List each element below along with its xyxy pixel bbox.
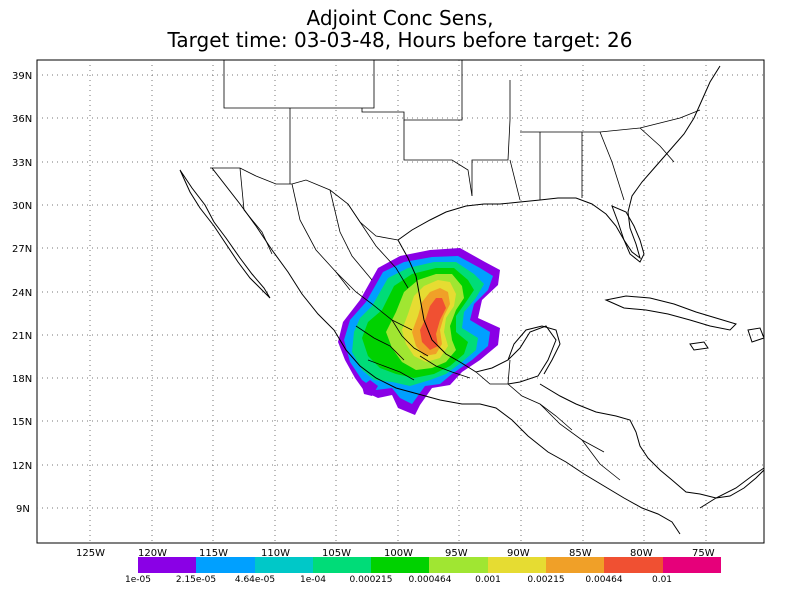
lon-label: 105W — [322, 548, 351, 559]
political-borders — [210, 60, 701, 481]
lon-axis: 125W 120W 115W 110W 105W 100W 95W 90W 85… — [76, 548, 715, 559]
lon-label: 85W — [569, 548, 592, 559]
lat-label: 33N — [12, 158, 32, 169]
colorbar-label: 1e-05 — [125, 575, 151, 585]
colorbar-label: 4.64e-05 — [234, 575, 276, 585]
lon-label: 80W — [630, 548, 653, 559]
colorbar-label: 2.15e-05 — [175, 575, 217, 585]
colorbar-swatch — [196, 557, 255, 573]
lon-label: 125W — [76, 548, 105, 559]
lon-label: 120W — [138, 548, 167, 559]
lon-label: 115W — [199, 548, 228, 559]
colorbar-swatch — [138, 557, 197, 573]
colorbar-label: 0.01 — [651, 575, 673, 585]
colorbar-label: 0.001 — [475, 575, 501, 585]
colorbar-swatch — [604, 557, 663, 573]
lon-label: 110W — [261, 548, 290, 559]
lon-label: 90W — [507, 548, 530, 559]
colorbar-swatch — [312, 557, 372, 573]
lat-label: 30N — [12, 201, 32, 212]
map-title-line2: Target time: 03-03-48, Hours before targ… — [167, 28, 633, 52]
lat-label: 12N — [12, 461, 32, 472]
colorbar-label: 0.00464 — [585, 575, 623, 585]
lon-label: 95W — [445, 548, 468, 559]
lat-label: 24N — [12, 288, 32, 299]
lat-label: 36N — [12, 114, 32, 125]
colorbar-label: 0.00215 — [527, 575, 565, 585]
colorbar-label: 1e-04 — [300, 575, 326, 585]
colorbar — [138, 557, 721, 573]
lat-label: 27N — [12, 244, 32, 255]
sensitivity-plume — [338, 248, 500, 415]
colorbar-label: 0.000464 — [408, 575, 452, 585]
colorbar-swatch — [371, 557, 430, 573]
lon-label: 100W — [384, 548, 413, 559]
map-coastlines — [179, 65, 764, 535]
gridlines — [37, 60, 764, 543]
colorbar-swatch — [429, 557, 488, 573]
colorbar-swatch — [662, 557, 721, 573]
colorbar-label: 0.000215 — [349, 575, 393, 585]
lon-label: 75W — [692, 548, 715, 559]
lat-axis: 39N 36N 33N 30N 27N 24N 21N 18N 15N 12N … — [12, 71, 32, 515]
map-title-line1: Adjoint Conc Sens, — [306, 6, 494, 30]
lat-label: 9N — [16, 504, 30, 515]
lat-label: 15N — [12, 417, 32, 428]
lat-label: 39N — [12, 71, 32, 82]
lat-label: 21N — [12, 331, 32, 342]
colorbar-swatch — [254, 557, 313, 573]
lat-label: 18N — [12, 374, 32, 385]
colorbar-swatch — [487, 557, 547, 573]
colorbar-swatch — [546, 557, 605, 573]
